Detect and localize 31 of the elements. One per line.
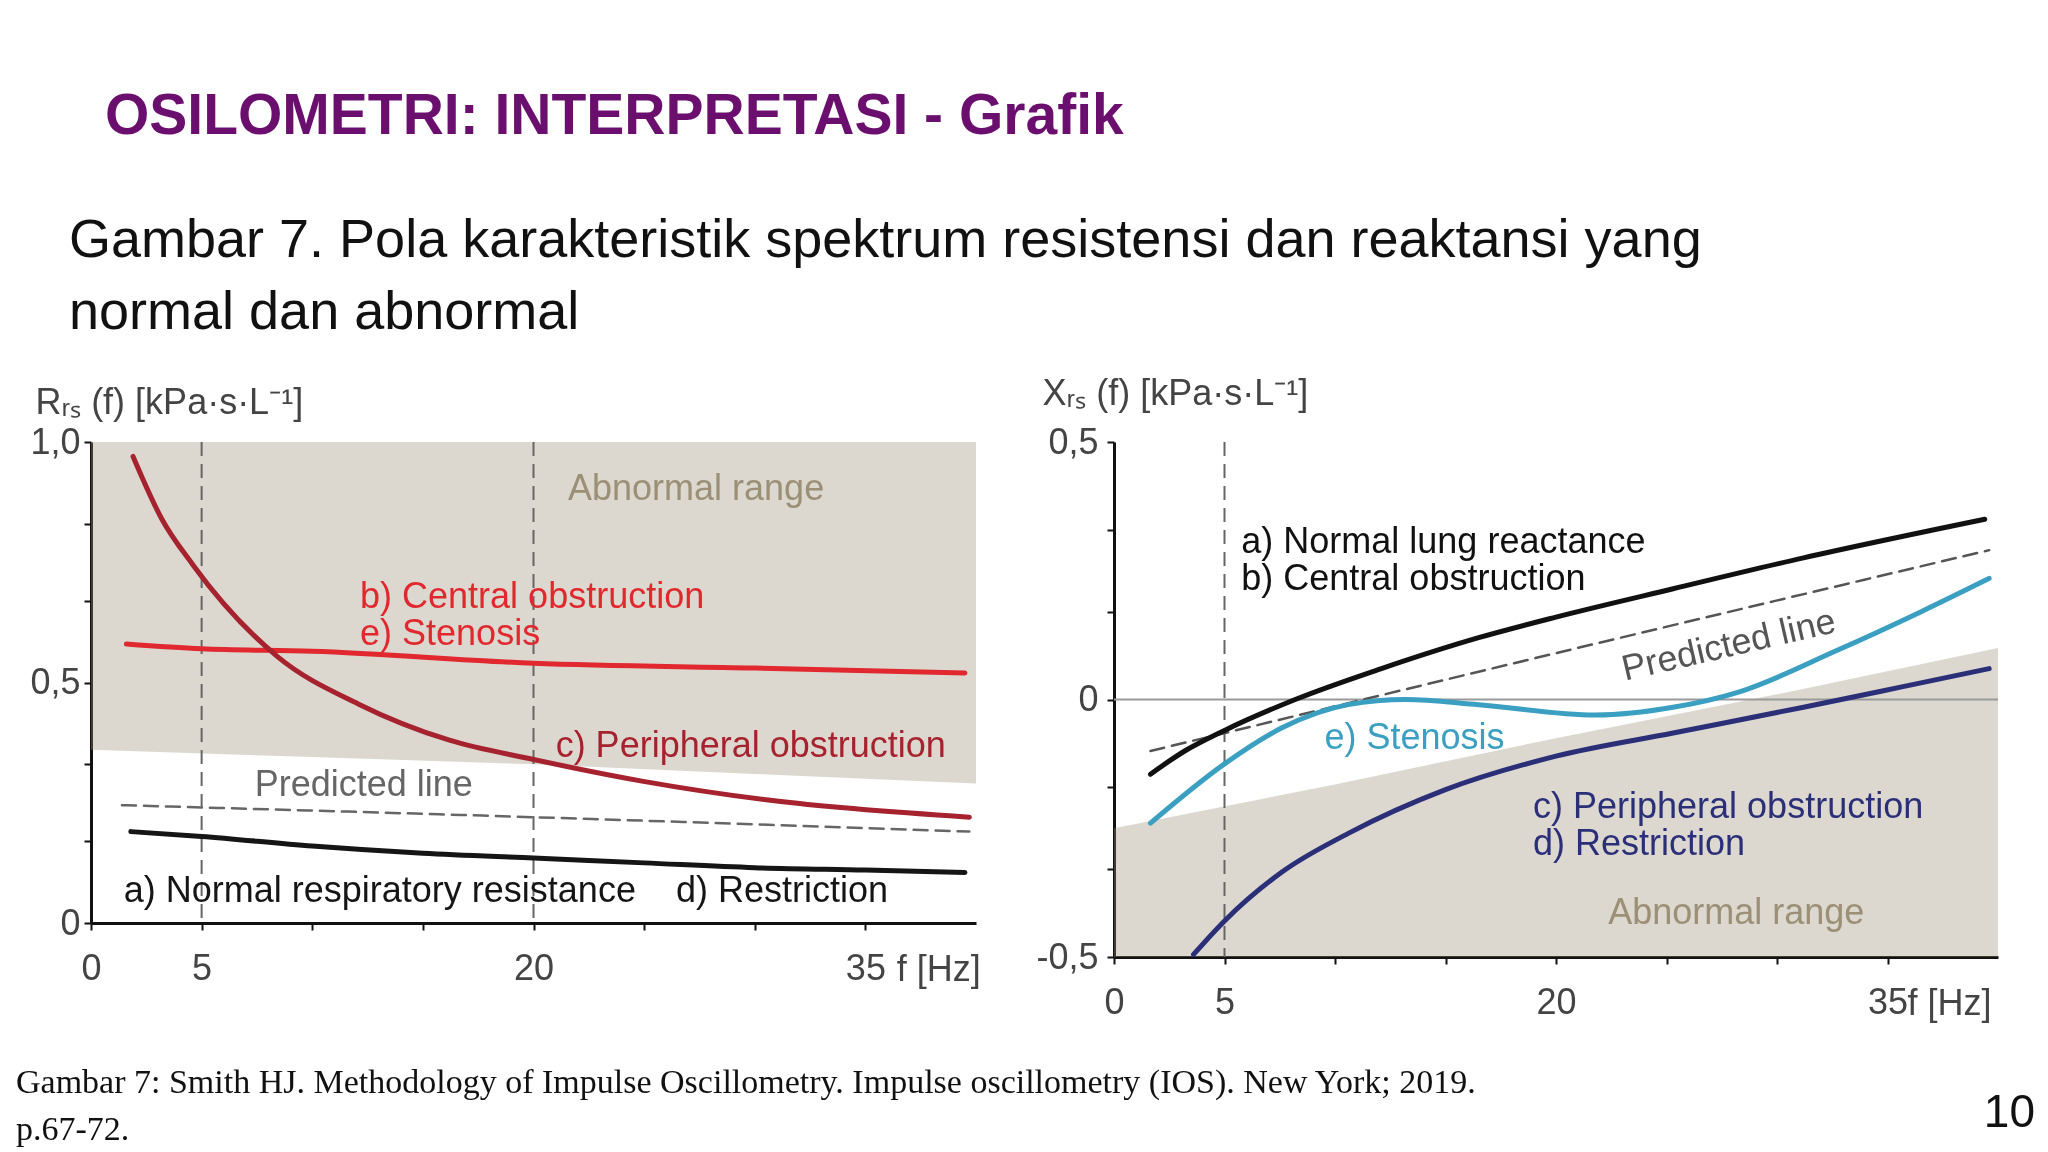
legend-label: Abnormal range: [568, 467, 825, 509]
x-tick-label: 0: [1104, 980, 1125, 1022]
x-tick-label: 35: [845, 946, 886, 988]
text: 10: [1983, 1085, 2035, 1137]
y-tick-label: 0: [1078, 678, 1099, 719]
series-label: a) Normal respiratory resistance d) Restriction: [123, 869, 888, 911]
y-tick-label: 0: [60, 901, 81, 943]
chart-title: OSILOMETRI: INTERPRETASI - Grafik: [105, 82, 1124, 146]
series-label: b) Central obstruction e) Stenosis: [360, 574, 705, 653]
y-tick-label: 0,5: [30, 661, 81, 702]
y-tick-label: 1,0: [30, 420, 81, 462]
x-tick-label: 35: [1867, 980, 1909, 1022]
text: Predicted line: [1617, 599, 1840, 689]
series-label: c) Peripheral obstruction: [555, 723, 946, 765]
chart-subtitle: Gambar 7. Pola karakteristik spektrum resistensi dan reaktansi yang normal dan abnormal: [69, 208, 1702, 340]
series-label: e) Stenosis: [1324, 716, 1505, 758]
y-axis-title: Xᵣₛ (f) [kPa·s·L⁻¹]: [1042, 371, 1309, 413]
x-axis-title: f [Hz]: [1907, 981, 1992, 1023]
text: Gambar 7: Smith HJ. Methodology of Impulse Oscillometry. Impulse oscillometry (IOS). New York; 2019. p.67-72.: [16, 1063, 1476, 1147]
x-tick-label: 20: [1536, 980, 1577, 1022]
x-tick-label: 5: [1214, 980, 1236, 1022]
series-label: c) Peripheral obstruction d) Restriction: [1533, 785, 1924, 864]
series-label: Predicted line: [254, 762, 473, 804]
y-axis-title: Rᵣₛ (f) [kPa·s·L⁻¹]: [35, 380, 304, 422]
y-tick-label: 0,5: [1048, 420, 1099, 462]
x-axis-title: f [Hz]: [896, 947, 981, 989]
x-tick-label: 20: [513, 946, 555, 988]
x-tick-label: 5: [192, 946, 213, 988]
legend-label: Abnormal range: [1608, 891, 1865, 933]
series-label: a) Normal lung reactance b) Central obstruction: [1241, 519, 1646, 598]
y-tick-label: -0,5: [1036, 935, 1099, 977]
